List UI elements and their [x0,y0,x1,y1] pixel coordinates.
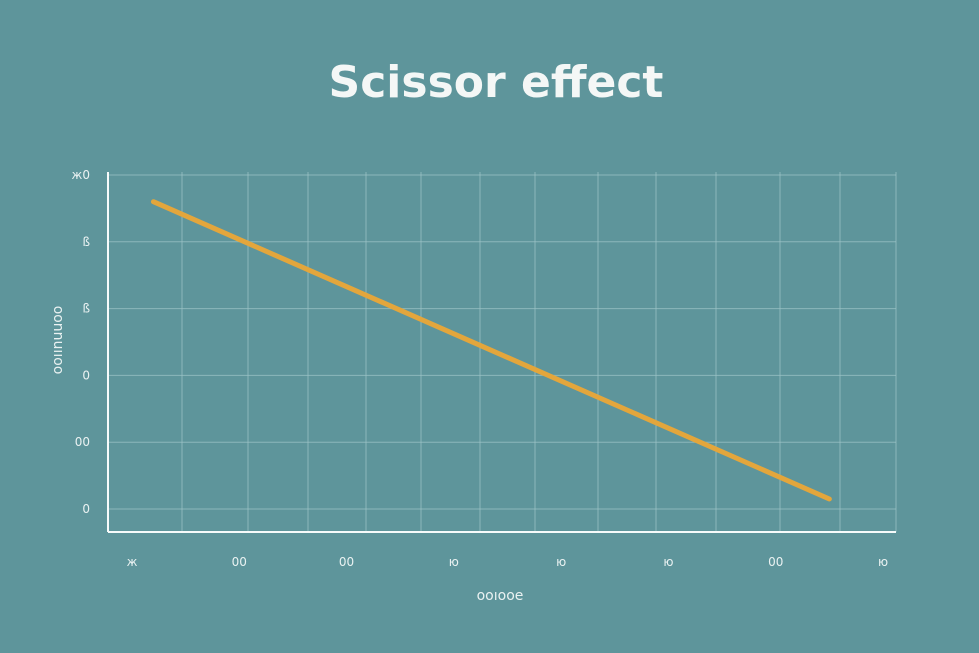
y-tick-label: ß [82,302,90,316]
x-tick-label: ю [878,555,888,569]
series-line-1 [150,199,832,502]
x-tick-label: ю [449,555,459,569]
y-tick-label: ж0 [72,168,90,182]
y-tick-label: 0 [82,502,90,516]
x-tick-label: 00 [768,555,783,569]
x-tick-label: 00 [232,555,247,569]
x-tick-label: 00 [339,555,354,569]
chart-series [150,199,832,502]
y-tick-label: 00 [75,435,90,449]
chart-title: Scissor effect [329,57,664,108]
y-tick-label: 0 [82,368,90,382]
x-tick-label: ю [663,555,673,569]
y-axis-label: ooıınuuoo [50,306,66,375]
chart-axes [107,172,896,533]
x-axis-label: ooıooe [477,588,524,604]
y-tick-label: ß [82,235,90,249]
x-tick-label: ю [556,555,566,569]
chart-grid [108,172,897,532]
x-tick-label: ж [127,555,138,569]
